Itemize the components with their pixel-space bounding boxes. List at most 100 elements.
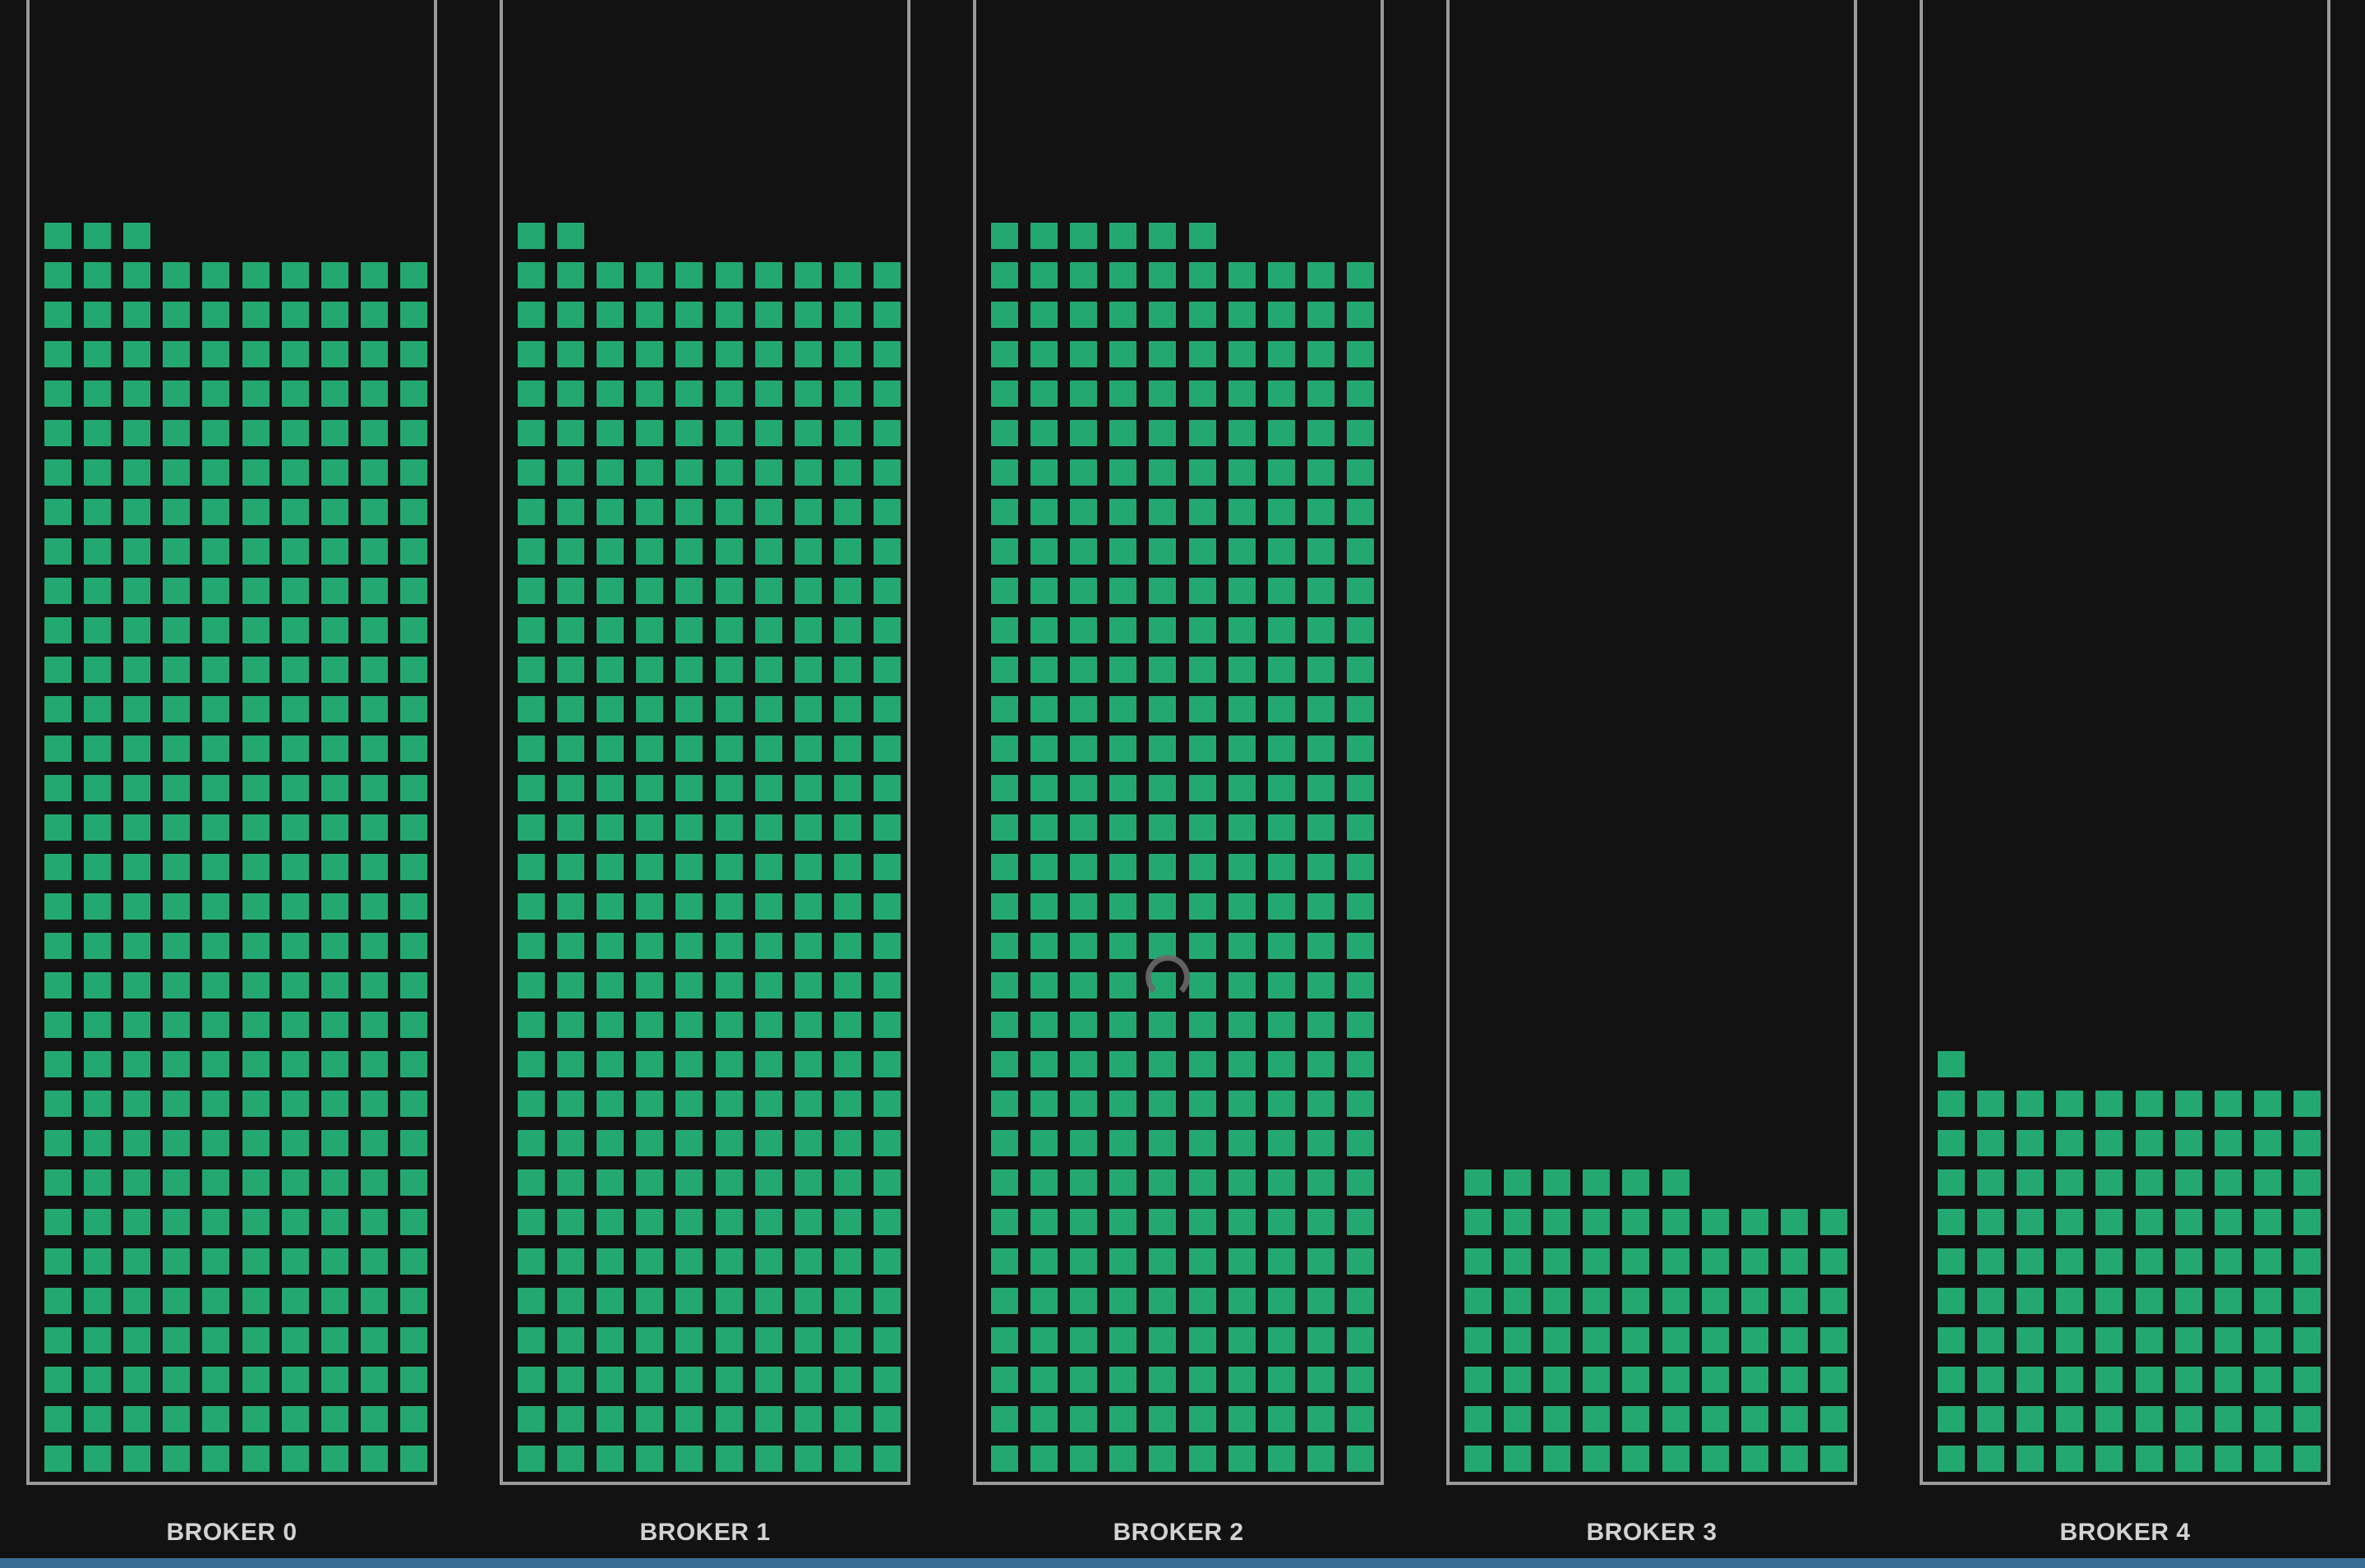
partition-cell xyxy=(163,262,190,288)
partition-cell xyxy=(2056,1406,2083,1432)
partition-cell xyxy=(518,341,545,367)
partition-cell xyxy=(834,1288,861,1314)
partition-cell xyxy=(1109,262,1136,288)
partition-cell xyxy=(518,1130,545,1156)
partition-cell xyxy=(1070,854,1097,880)
partition-cell xyxy=(557,1446,584,1472)
partition-cell xyxy=(2056,1367,2083,1393)
partition-cell xyxy=(1543,1248,1570,1275)
partition-cell xyxy=(2095,1406,2123,1432)
partition-cell xyxy=(1268,736,1295,762)
partition-cell xyxy=(874,736,901,762)
partition-cell xyxy=(400,1209,427,1235)
partition-cell xyxy=(1938,1051,1965,1077)
partition-cell xyxy=(1229,1091,1256,1117)
partition-cell xyxy=(400,1327,427,1354)
partition-cell xyxy=(675,775,703,801)
partition-cell xyxy=(1977,1130,2004,1156)
partition-cell xyxy=(44,420,71,446)
partition-cell xyxy=(1268,854,1295,880)
partition-cell xyxy=(557,736,584,762)
partition-cell xyxy=(1149,854,1176,880)
partition-cell xyxy=(1662,1209,1690,1235)
partition-cell xyxy=(1268,696,1295,722)
partition-cell xyxy=(716,972,743,998)
partition-cell xyxy=(1070,814,1097,841)
partition-cell xyxy=(755,341,782,367)
partition-cell xyxy=(44,1288,71,1314)
partition-cell xyxy=(795,1091,822,1117)
partition-cell xyxy=(795,341,822,367)
partition-cell xyxy=(2294,1327,2321,1354)
partition-cell xyxy=(716,302,743,328)
partition-cell xyxy=(716,1248,743,1275)
partition-cell xyxy=(1109,657,1136,683)
partition-cell xyxy=(1307,617,1335,643)
partition-cell xyxy=(991,262,1018,288)
partition-cell xyxy=(2017,1446,2044,1472)
partition-cell xyxy=(991,302,1018,328)
partition-cell xyxy=(1070,1091,1097,1117)
partition-cell xyxy=(84,1169,111,1196)
partition-cell xyxy=(1741,1406,1768,1432)
partition-cell xyxy=(1662,1367,1690,1393)
partition-cell xyxy=(2136,1091,2163,1117)
partition-cell xyxy=(84,380,111,407)
partition-cell xyxy=(123,341,150,367)
partition-cell xyxy=(636,893,663,920)
partition-cell xyxy=(1977,1406,2004,1432)
partition-cell xyxy=(1030,736,1058,762)
partition-cell xyxy=(84,459,111,486)
partition-cell xyxy=(1229,933,1256,959)
partition-cell xyxy=(1347,617,1374,643)
partition-cell xyxy=(755,1012,782,1038)
partition-cell xyxy=(1583,1327,1610,1354)
partition-cell xyxy=(716,262,743,288)
partition-cell xyxy=(874,696,901,722)
partition-cell xyxy=(716,893,743,920)
partition-cell xyxy=(795,893,822,920)
partition-cell xyxy=(163,775,190,801)
partition-cell xyxy=(1464,1406,1491,1432)
partition-cell xyxy=(557,933,584,959)
partition-cell xyxy=(361,1012,388,1038)
partition-cell xyxy=(44,578,71,604)
partition-cell xyxy=(1702,1446,1729,1472)
partition-cell xyxy=(123,736,150,762)
partition-cell xyxy=(282,1169,309,1196)
partition-cell xyxy=(636,1288,663,1314)
partition-cell xyxy=(874,380,901,407)
partition-cell xyxy=(557,617,584,643)
partition-cell xyxy=(834,1091,861,1117)
partition-cell xyxy=(755,893,782,920)
partition-cell xyxy=(400,262,427,288)
partition-cell xyxy=(557,1367,584,1393)
partition-cell xyxy=(361,657,388,683)
partition-cell xyxy=(991,1446,1018,1472)
partition-cell xyxy=(202,696,229,722)
partition-cell xyxy=(597,1209,624,1235)
partition-cell xyxy=(755,499,782,525)
partition-cell xyxy=(1109,972,1136,998)
partition-cell xyxy=(1702,1406,1729,1432)
partition-cell xyxy=(1662,1327,1690,1354)
partition-cell xyxy=(1109,578,1136,604)
system-taskbar xyxy=(0,1558,2365,1568)
partition-cell xyxy=(2294,1288,2321,1314)
partition-cell xyxy=(1229,1248,1256,1275)
partition-cell xyxy=(716,420,743,446)
partition-cell xyxy=(282,1012,309,1038)
partition-cell xyxy=(202,1130,229,1156)
partition-cell xyxy=(755,1327,782,1354)
partition-cell xyxy=(716,1091,743,1117)
partition-cell xyxy=(1149,459,1176,486)
partition-cell xyxy=(361,1091,388,1117)
partition-cell xyxy=(2215,1446,2242,1472)
partition-cell xyxy=(1702,1288,1729,1314)
partition-cell xyxy=(874,302,901,328)
partition-cell xyxy=(1268,1288,1295,1314)
partition-cell xyxy=(1781,1209,1808,1235)
partition-cell xyxy=(991,578,1018,604)
partition-cell xyxy=(84,420,111,446)
partition-cell xyxy=(361,854,388,880)
